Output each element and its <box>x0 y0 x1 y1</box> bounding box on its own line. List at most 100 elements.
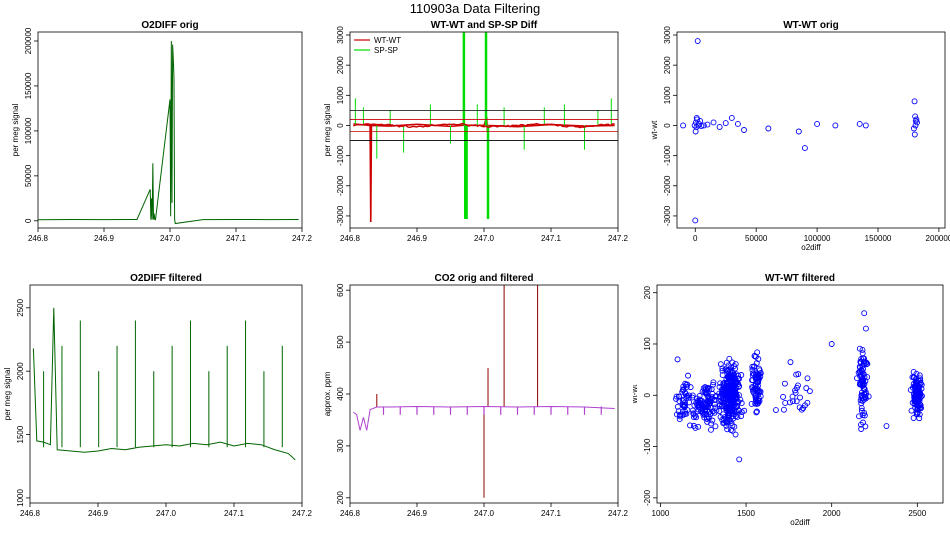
scatter-point <box>674 403 681 410</box>
scatter-point <box>705 393 712 400</box>
x-tick-label: 246.9 <box>94 234 115 243</box>
scatter-point <box>751 353 758 359</box>
scatter-point <box>707 411 714 418</box>
scatter-point <box>806 388 813 395</box>
x-tick-label: 246.8 <box>20 509 41 518</box>
scatter-point <box>723 380 730 387</box>
scatter-point <box>689 392 696 399</box>
scatter-point <box>691 402 698 409</box>
scatter-point <box>752 353 759 360</box>
y-tick-label: 600 <box>336 283 345 297</box>
y-tick-label: -1000 <box>663 145 672 166</box>
y-tick-label: -3000 <box>336 205 345 226</box>
scatter-point <box>741 407 748 414</box>
scatter-point <box>753 360 760 367</box>
x-tick-label: 246.8 <box>340 509 361 518</box>
panel-wtwt-orig: WT-WT orig 0 50000 100000 150000 200000 -3000 -… <box>650 20 950 252</box>
series-line-wt-wt-detail <box>353 122 615 129</box>
scatter-point <box>789 398 796 405</box>
scatter-point <box>754 383 761 389</box>
plot-frame <box>29 284 303 504</box>
scatter-point <box>734 121 741 127</box>
x-tick-label: 247.0 <box>474 234 495 243</box>
scatter-point <box>676 416 683 423</box>
scatter-point <box>858 400 865 407</box>
scatter-point <box>692 128 699 135</box>
y-axis-label: per meg signal <box>323 104 332 157</box>
x-tick-label: 100000 <box>804 234 831 243</box>
scatter-point <box>723 359 730 366</box>
x-tick-label: 246.8 <box>340 234 361 243</box>
scatter-point <box>864 374 871 381</box>
scatter-point <box>910 369 917 375</box>
x-tick-label: 247.2 <box>608 509 629 518</box>
scatter-point <box>719 365 726 372</box>
scatter-point <box>859 350 866 357</box>
y-tick-label: 100000 <box>24 117 33 144</box>
scatter-point <box>728 364 734 371</box>
x-axis-label: o2diff <box>801 243 821 252</box>
x-tick-label: 246.8 <box>28 234 49 243</box>
scatter-point <box>702 403 709 410</box>
scatter-point <box>916 415 923 422</box>
x-tick-label: 150000 <box>865 234 892 243</box>
scatter-point <box>858 389 865 396</box>
x-tick-label: 247.2 <box>608 234 629 243</box>
scatter-point <box>679 401 686 408</box>
scatter-point <box>741 127 747 133</box>
scatter-point <box>754 387 761 393</box>
scatter-point <box>804 375 811 382</box>
scatter-point <box>861 412 868 419</box>
chart-title: O2DIFF orig <box>141 20 198 31</box>
scatter-point <box>718 403 725 410</box>
y-tick-label: 3000 <box>336 26 345 44</box>
chart-o2diff-orig: O2DIFF orig 246.8 246.9 247.0 247.1 247.2 0 500… <box>11 20 313 243</box>
scatter-point <box>861 381 868 387</box>
scatter-point <box>858 359 864 366</box>
scatter-point <box>689 407 696 414</box>
scatter-point <box>862 122 869 129</box>
scatter-point <box>732 431 739 438</box>
x-tick-label: 50000 <box>745 234 768 243</box>
x-tick-label: 0 <box>693 234 698 243</box>
scatter-point <box>917 402 924 409</box>
scatter-point <box>674 356 681 363</box>
x-tick-label: 247.0 <box>160 234 181 243</box>
scatter-point <box>910 415 917 421</box>
y-tick-label: 50000 <box>24 164 33 187</box>
scatter-point <box>708 426 714 433</box>
y-tick-label: 200 <box>336 491 345 505</box>
scatter-point <box>719 372 726 379</box>
scatter-point <box>675 408 682 415</box>
panel-o2diff-orig: O2DIFF orig 246.8 246.9 247.0 247.1 247.2 0 500… <box>11 20 313 243</box>
plot-area <box>680 38 920 224</box>
scatter-point <box>736 383 743 390</box>
scatter-point <box>804 399 811 406</box>
scatter-point <box>856 413 862 420</box>
scatter-point <box>796 404 803 411</box>
scatter-point <box>701 411 708 417</box>
scatter-point <box>704 418 711 425</box>
scatter-point <box>722 366 729 373</box>
scatter-point <box>695 423 702 430</box>
x-tick-label: 2500 <box>908 509 926 518</box>
y-axis-label: approx. ppm <box>323 371 332 416</box>
scatter-point <box>753 409 760 416</box>
scatter-point <box>725 373 732 380</box>
y-tick-label: 300 <box>336 439 345 453</box>
scatter-point <box>702 389 709 396</box>
y-tick-label: 150000 <box>24 72 33 99</box>
scatter-point <box>719 367 726 374</box>
scatter-point <box>674 411 680 418</box>
plot-area <box>353 285 615 498</box>
scatter-point <box>909 374 916 381</box>
scatter-point <box>698 402 705 409</box>
y-axis-label: per meg signal <box>11 104 20 157</box>
plot-frame <box>656 284 944 504</box>
plot-frame <box>676 31 946 229</box>
scatter-point <box>883 423 890 430</box>
scatter-point <box>749 363 756 370</box>
plot-area <box>673 310 925 463</box>
x-tick-label: 1500 <box>737 509 755 518</box>
y-tick-label: 0 <box>643 393 652 398</box>
